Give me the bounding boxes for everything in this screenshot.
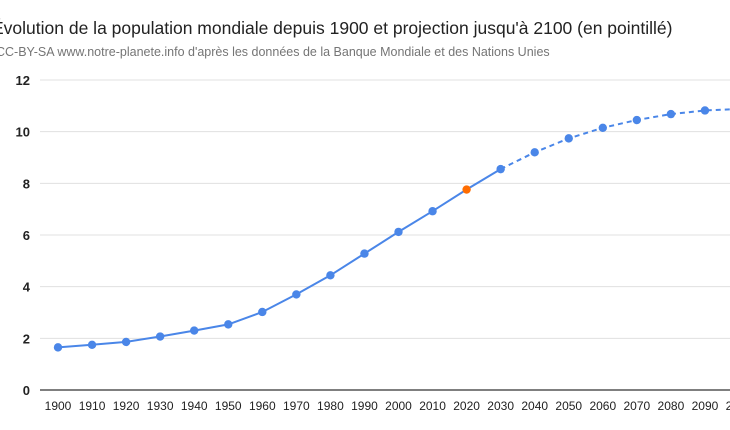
data-point[interactable]: [53, 343, 63, 352]
x-tick-label: 2020: [453, 399, 480, 413]
x-tick-label: 1940: [181, 399, 208, 413]
y-tick-label: 6: [23, 228, 30, 243]
x-tick-label: 2040: [521, 399, 548, 413]
data-point-highlight[interactable]: [462, 185, 471, 194]
series-line-projection: [500, 108, 730, 170]
x-tick-label: 1950: [215, 399, 242, 413]
data-point[interactable]: [87, 340, 97, 349]
x-tick-label: 1970: [283, 399, 310, 413]
x-tick-label: 2000: [385, 399, 412, 413]
series-lines: [57, 108, 730, 349]
y-tick-label: 10: [16, 125, 30, 140]
series-line-observed: [57, 168, 502, 349]
x-tick-label: 2010: [419, 399, 446, 413]
data-point[interactable]: [121, 337, 131, 347]
x-tick-label: 1960: [249, 399, 276, 413]
y-tick-label: 12: [16, 73, 30, 88]
data-point[interactable]: [632, 115, 642, 125]
x-tick-label: 1930: [147, 399, 174, 413]
y-tick-label: 2: [23, 331, 30, 346]
x-tick-label: 1990: [351, 399, 378, 413]
x-tick-label: 2050: [555, 399, 582, 413]
data-point[interactable]: [530, 148, 539, 157]
data-point[interactable]: [598, 123, 607, 132]
x-tick-label: 1920: [113, 399, 140, 413]
data-point[interactable]: [700, 106, 710, 115]
data-point[interactable]: [428, 207, 437, 216]
chart-title: Évolution de la population mondiale depu…: [0, 18, 673, 38]
x-tick-label: 2030: [487, 399, 514, 413]
data-point[interactable]: [224, 320, 233, 329]
x-axis: 1900 1910 1920 1930 1940 1950 1960 1970 1980 1990…: [45, 399, 730, 413]
x-tick-label: 1900: [45, 399, 72, 413]
data-point[interactable]: [666, 109, 676, 119]
data-point[interactable]: [564, 134, 573, 143]
y-axis: 0 2 4 6 8 10 12: [16, 73, 31, 398]
data-point[interactable]: [258, 307, 267, 317]
data-point[interactable]: [496, 164, 505, 174]
x-tick-label: 2070: [623, 399, 650, 413]
y-tick-label: 8: [23, 176, 30, 191]
data-point[interactable]: [394, 227, 403, 237]
x-tick-label: 1980: [317, 399, 344, 413]
chart-subtitle: CC-BY-SA www.notre-planete.info d'après …: [0, 45, 550, 59]
series-points: [53, 106, 710, 352]
x-tick-label: 2100: [726, 399, 730, 413]
data-point[interactable]: [190, 326, 199, 335]
data-point[interactable]: [292, 290, 301, 299]
x-tick-label: 2080: [658, 399, 685, 413]
x-tick-label: 1910: [79, 399, 106, 413]
data-point[interactable]: [155, 332, 165, 341]
y-tick-label: 0: [23, 383, 30, 398]
y-tick-label: 4: [23, 280, 31, 295]
x-tick-label: 2090: [692, 399, 719, 413]
data-point[interactable]: [326, 271, 335, 280]
x-tick-label: 2060: [589, 399, 616, 413]
gridlines: [40, 79, 730, 391]
data-point[interactable]: [360, 249, 369, 258]
